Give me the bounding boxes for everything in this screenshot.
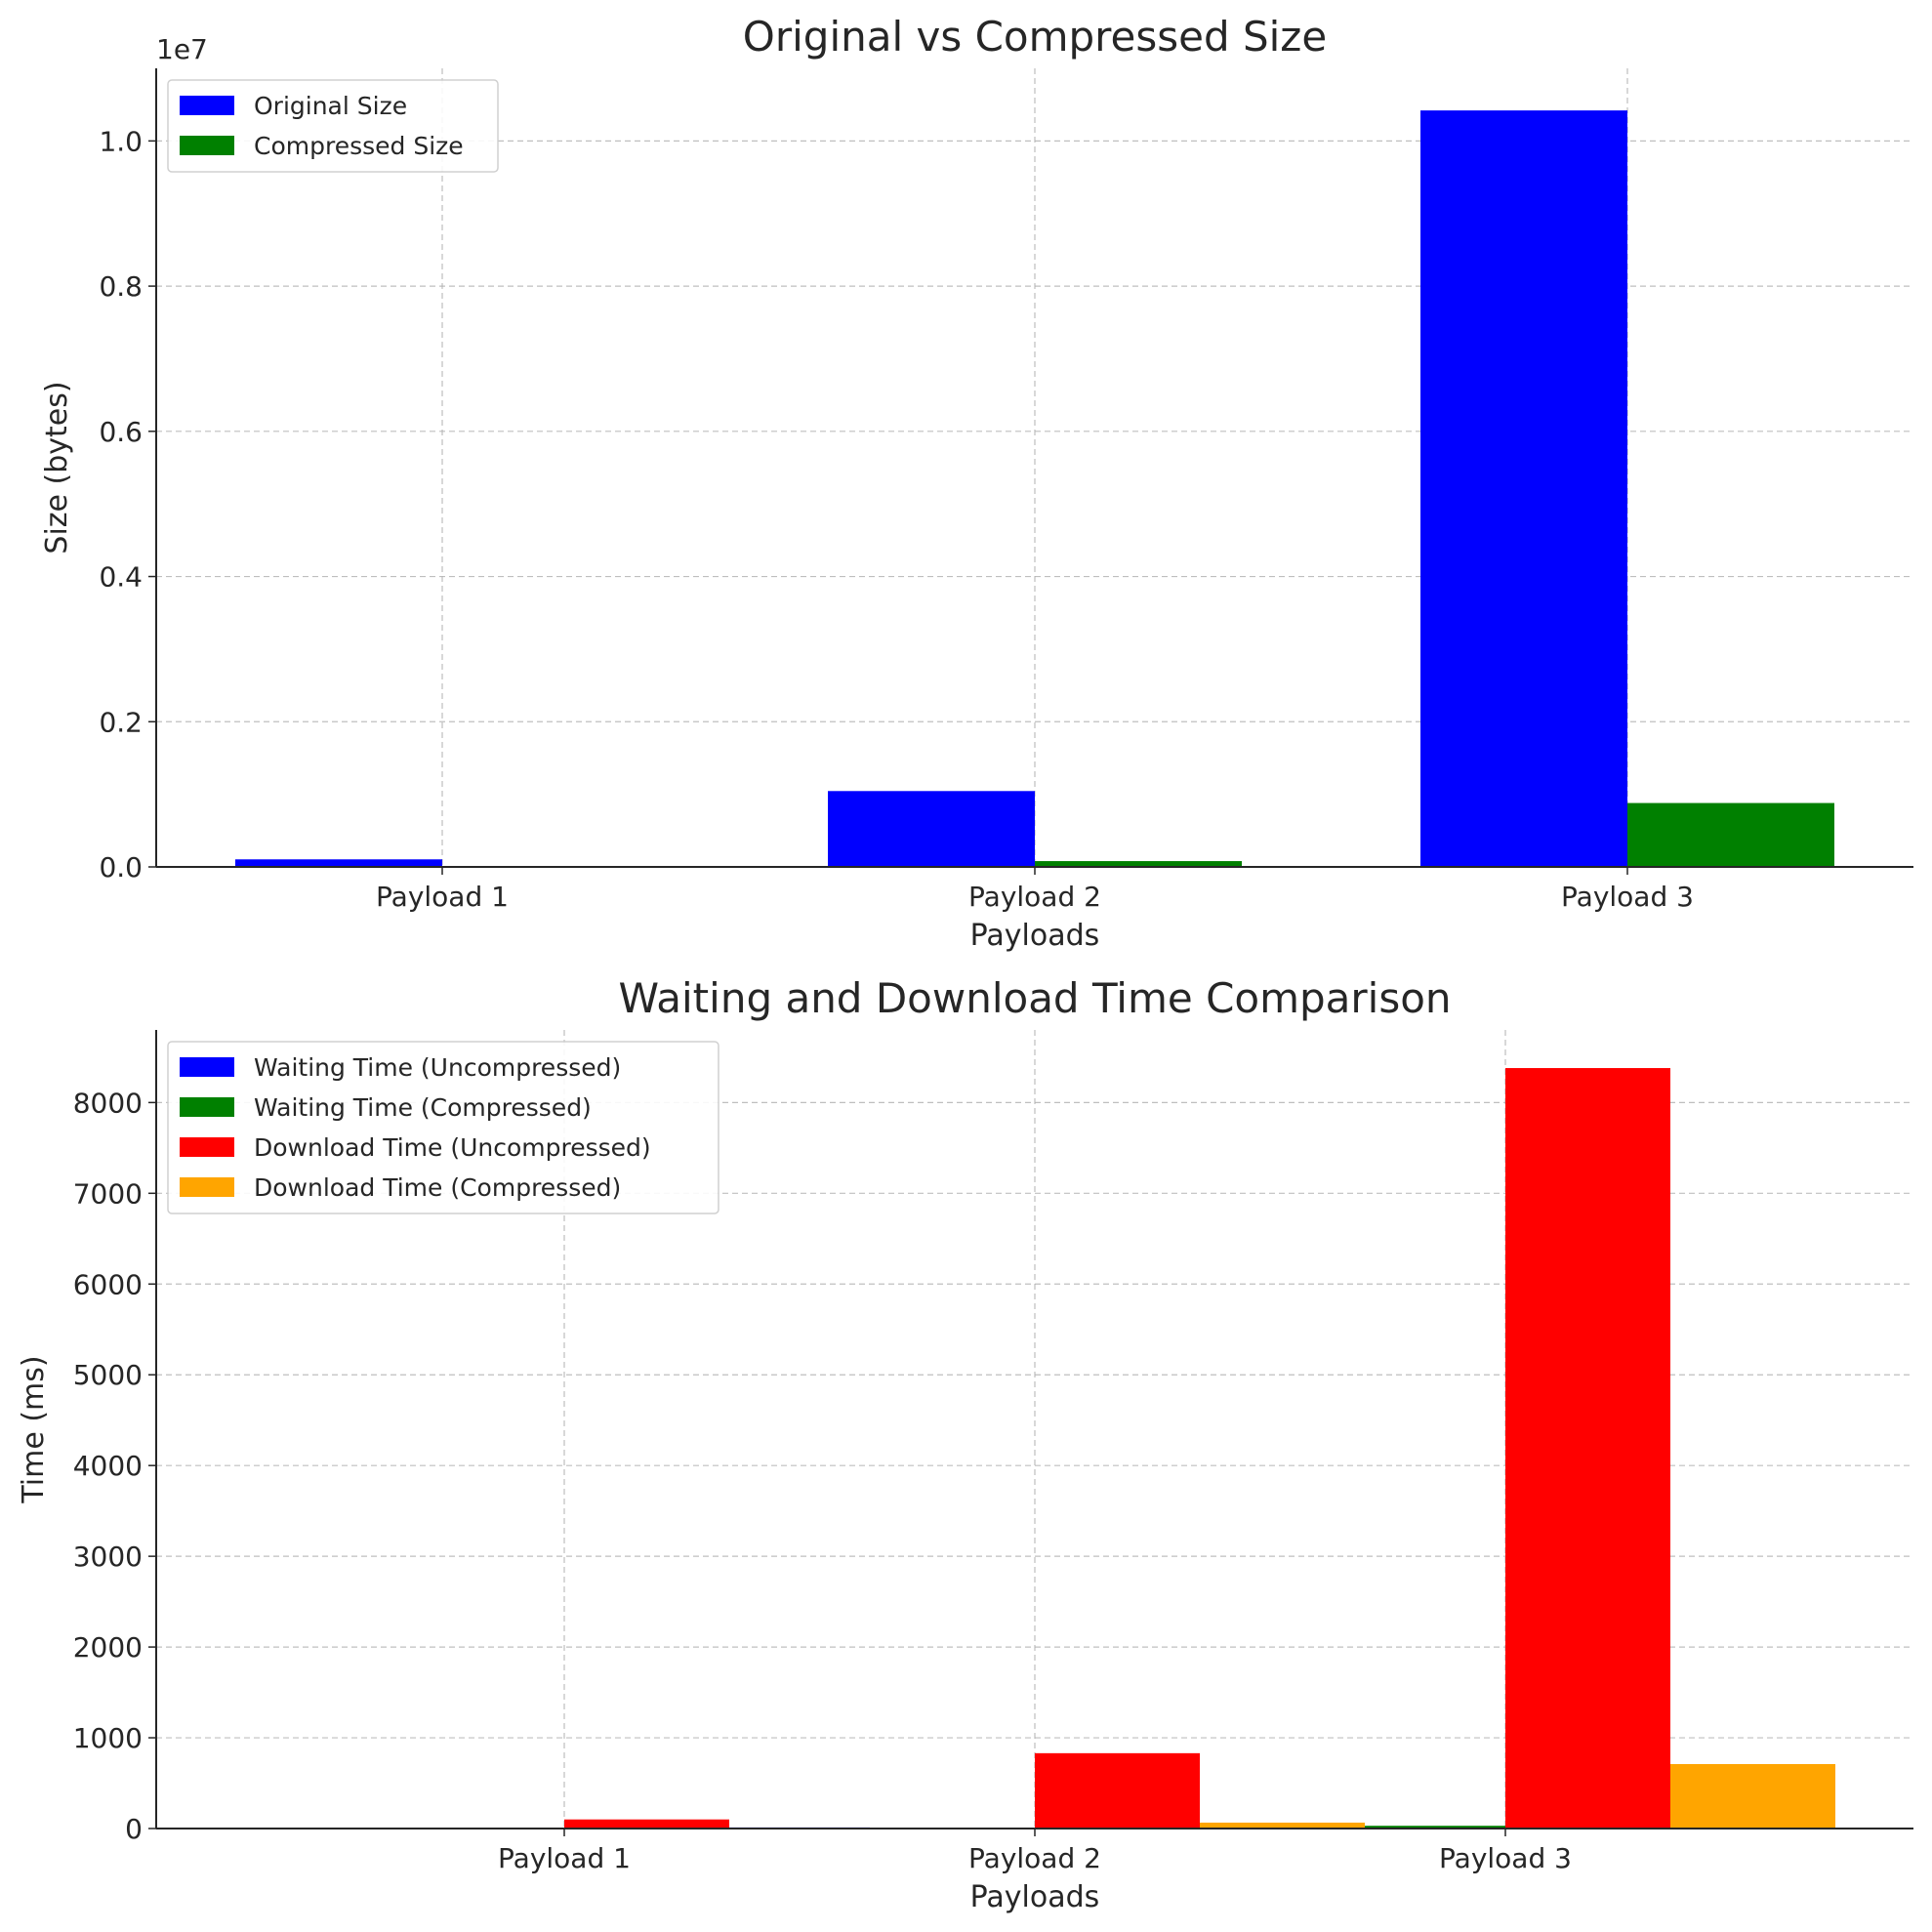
legend-swatch [180, 96, 234, 115]
bar [1670, 1764, 1835, 1829]
x-tick-label: Payload 1 [376, 881, 509, 913]
x-tick-label: Payload 2 [968, 1842, 1101, 1874]
legend-swatch [180, 1057, 234, 1077]
chart-2: 0 1000 2000 3000 4000 5000 6000 7000 8000 Payload… [17, 974, 1913, 1914]
legend-label: Original Size [254, 92, 407, 120]
bar [1505, 1068, 1670, 1829]
y-tick-label: 4000 [73, 1450, 143, 1482]
legend-label: Download Time (Compressed) [254, 1173, 621, 1202]
y-tick-label: 6000 [73, 1268, 143, 1300]
y-tick-label: 8000 [73, 1087, 143, 1119]
bar [1340, 1826, 1505, 1829]
y-tick-label: 0.2 [99, 706, 143, 738]
chart-title: Original vs Compressed Size [743, 13, 1327, 61]
legend: Original Size Compressed Size [167, 79, 499, 173]
y-axis-title: Size (bytes) [40, 381, 74, 554]
x-tick-label: Payload 3 [1439, 1842, 1572, 1874]
legend-swatch [180, 1177, 234, 1197]
legend-frame [167, 79, 499, 173]
bar [564, 1819, 729, 1829]
y-axis-title: Time (ms) [17, 1355, 51, 1503]
y-tick-label: 3000 [73, 1541, 143, 1573]
legend-swatch [180, 1097, 234, 1117]
x-axis-title: Payloads [970, 919, 1100, 953]
legend-label: Download Time (Uncompressed) [254, 1133, 651, 1162]
bar [828, 791, 1035, 867]
grid-lines [156, 68, 1913, 868]
legend-label: Waiting Time (Uncompressed) [254, 1053, 621, 1082]
y-offset-label: 1e7 [156, 33, 208, 65]
x-axis-title: Payloads [970, 1880, 1100, 1914]
bar [1200, 1822, 1365, 1829]
y-tick-label: 0.4 [99, 561, 143, 594]
y-tick-label: 5000 [73, 1359, 143, 1391]
y-tick-label: 7000 [73, 1177, 143, 1210]
bar [1627, 802, 1834, 867]
bar [1035, 861, 1242, 867]
legend-label: Compressed Size [254, 132, 464, 160]
bar [1420, 110, 1627, 867]
y-tick-label: 0.6 [99, 416, 143, 448]
x-tick-label: Payload 1 [498, 1842, 631, 1874]
legend: Waiting Time (Uncompressed) Waiting Time … [167, 1041, 719, 1214]
y-tick-label: 1000 [73, 1722, 143, 1754]
legend-swatch [180, 1137, 234, 1157]
x-tick-label: Payload 2 [968, 881, 1101, 913]
legend-label: Waiting Time (Compressed) [254, 1093, 592, 1122]
bar [235, 859, 442, 867]
y-tick-label: 1.0 [99, 125, 143, 157]
chart-1: 0.0 0.2 0.4 0.6 0.8 1.0 Payload 1 Payload 2 Payl… [40, 13, 1913, 953]
y-tick-label: 0 [125, 1813, 143, 1845]
chart-title: Waiting and Download Time Comparison [618, 974, 1451, 1022]
y-tick-label: 2000 [73, 1631, 143, 1664]
legend-frame [167, 1041, 719, 1214]
y-tick-label: 0.8 [99, 270, 143, 303]
x-tick-label: Payload 3 [1561, 881, 1694, 913]
y-tick-label: 0.0 [99, 851, 143, 884]
legend-swatch [180, 136, 234, 155]
bar [1035, 1752, 1200, 1829]
